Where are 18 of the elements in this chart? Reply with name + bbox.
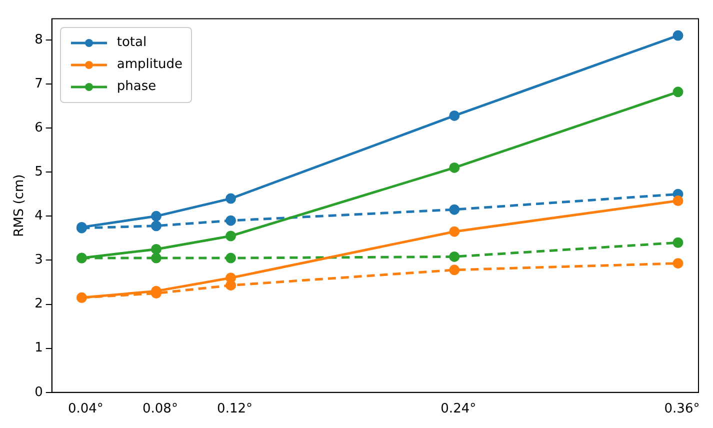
y-tick-label: 5 — [34, 164, 43, 180]
x-tick-label: 0.12° — [217, 402, 252, 417]
y-tick-label: 3 — [34, 252, 43, 268]
y-tick-label: 4 — [34, 208, 43, 224]
y-tick-label: 6 — [34, 120, 43, 136]
x-tick-label: 0.24° — [440, 402, 476, 417]
x-tick-label: 0.04° — [68, 402, 104, 417]
y-axis-title: RMS (cm) — [12, 174, 28, 237]
y-tick-label: 1 — [34, 340, 43, 356]
y-tick-label: 7 — [34, 76, 43, 92]
y-tick-label: 0 — [34, 384, 43, 400]
x-tick-label: 0.36° — [664, 402, 700, 417]
legend-label: phase — [116, 79, 156, 94]
y-tick-label: 8 — [34, 32, 43, 48]
legend-label: total — [116, 35, 147, 50]
y-tick-label: 2 — [34, 296, 43, 312]
x-tick-label: 0.08° — [142, 402, 178, 417]
legend-label: amplitude — [116, 57, 183, 72]
